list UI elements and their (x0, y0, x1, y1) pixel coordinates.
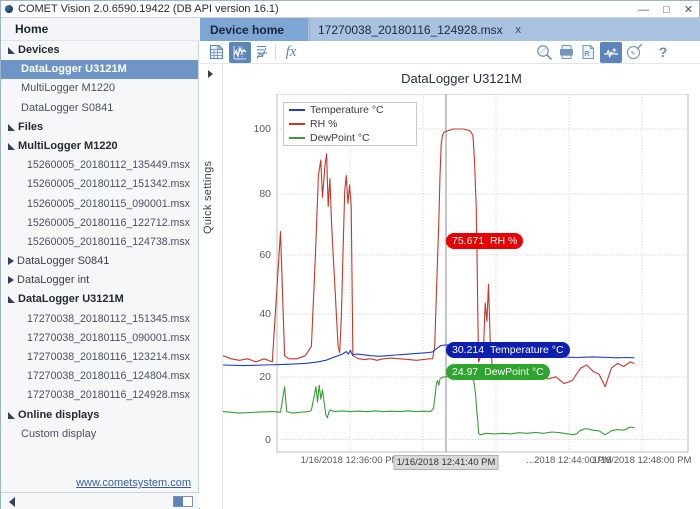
svg-text:R: R (584, 49, 590, 58)
